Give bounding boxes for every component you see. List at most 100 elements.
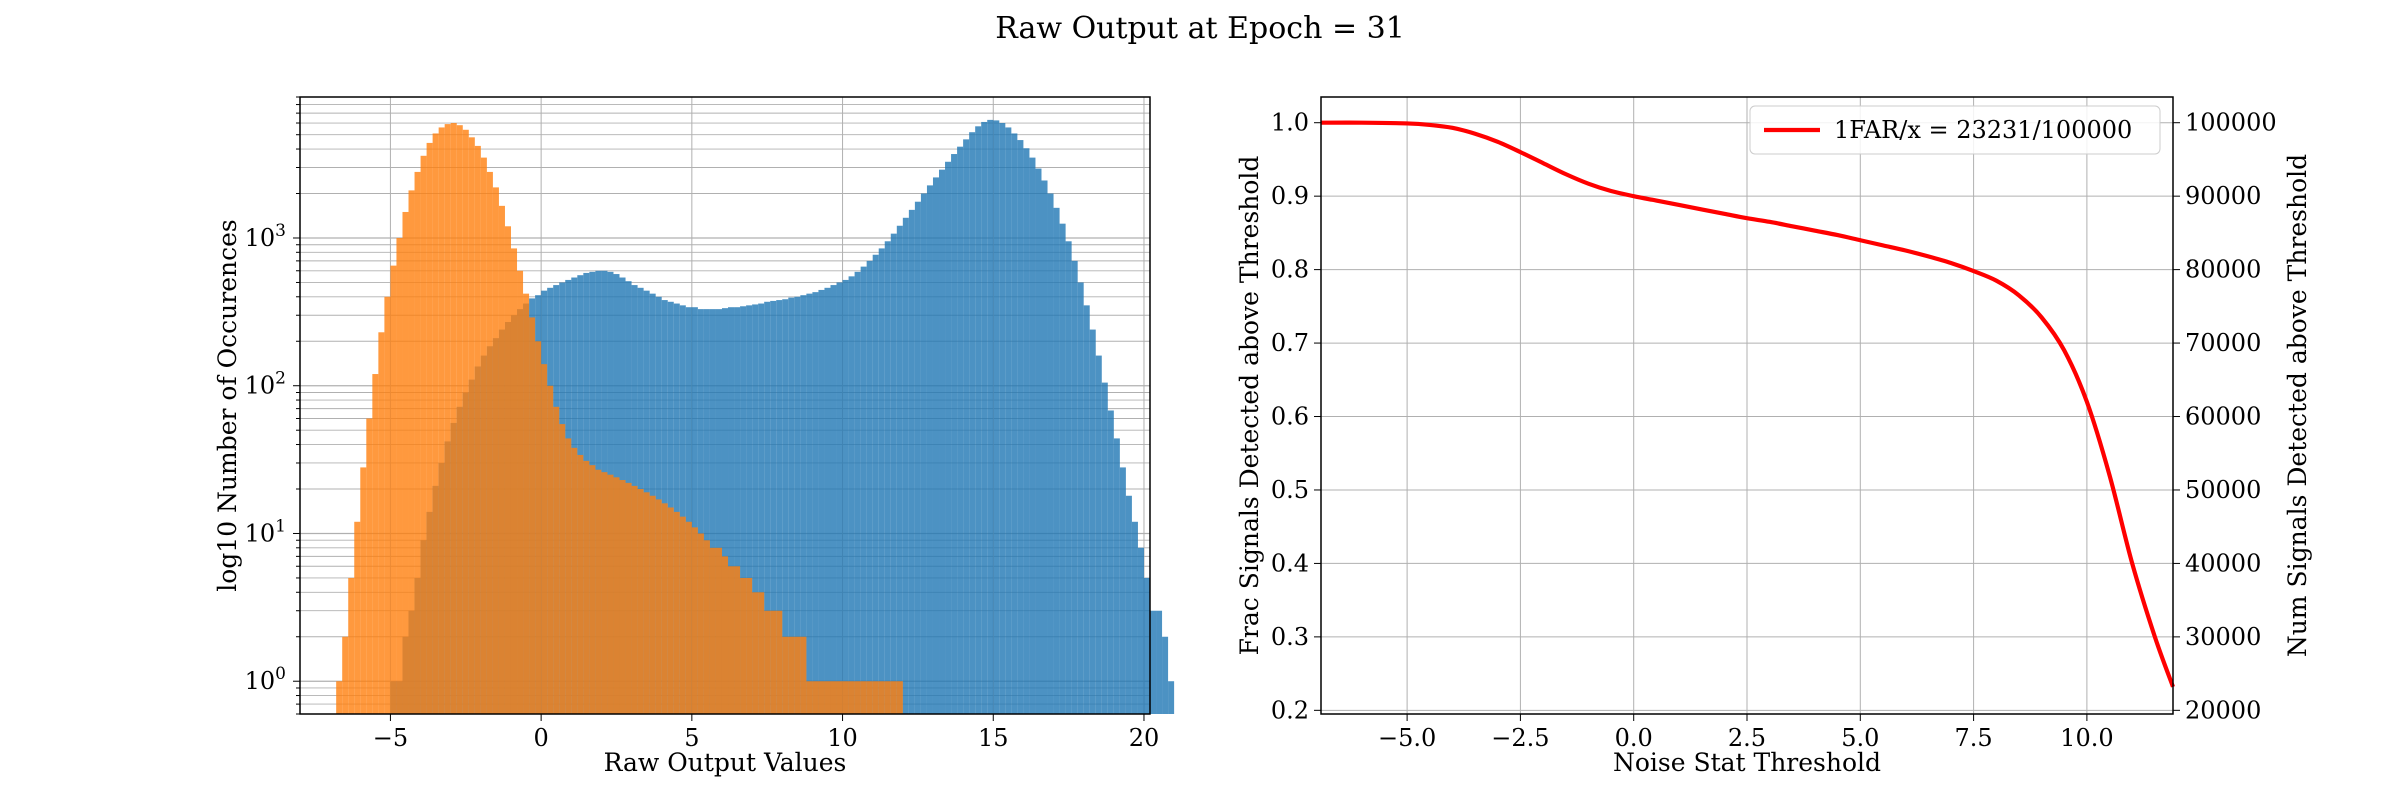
histogram-bar-blue: [1077, 282, 1084, 714]
histogram-bar-blue: [734, 307, 741, 714]
histogram-bar-blue: [981, 121, 988, 715]
legend-box: [1749, 105, 2161, 155]
histogram-bar-orange: [625, 482, 632, 714]
histogram-bar-blue: [951, 154, 958, 715]
histogram-bar-blue: [1125, 495, 1132, 714]
detection-line: [1320, 120, 2175, 688]
detection-ticks: −5.0 −2.5 0.0 2.5 5.0 7.5 10.0 0.2 0.3 0.4 0.5 0.6 0…: [1271, 109, 2277, 752]
histogram-bar-blue: [878, 248, 885, 714]
histogram-bars: [336, 119, 1175, 715]
histogram-bar-blue: [957, 146, 964, 714]
histogram-bar-orange: [896, 681, 903, 714]
histogram-bar-blue: [945, 161, 952, 714]
histogram-bar-orange: [788, 636, 795, 714]
histogram-bar-orange: [679, 516, 686, 714]
histogram-bar-blue: [1150, 610, 1157, 714]
histogram-bar-orange: [770, 610, 777, 714]
histogram-bar-blue: [1143, 577, 1150, 714]
histogram-ticks: −5 0 5 10 15 20 100 101 102 103: [245, 96, 1159, 752]
x-tick-label: 5.0: [1841, 724, 1879, 752]
y-right-tick-label: 80000: [2185, 256, 2261, 284]
histogram-bar-orange: [637, 489, 644, 714]
histogram-bar-blue: [975, 126, 982, 715]
histogram-bar-blue: [794, 296, 801, 714]
histogram-bar-blue: [709, 309, 716, 714]
histogram-bar-orange: [456, 125, 463, 715]
x-tick-label: −2.5: [1491, 724, 1549, 752]
y-tick-label: 0.3: [1271, 623, 1309, 651]
histogram-bar-orange: [752, 592, 759, 714]
histogram-bar-orange: [342, 636, 349, 714]
histogram-bar-orange: [480, 157, 487, 714]
histogram-bar-blue: [697, 309, 704, 714]
histogram-bar-blue: [1089, 329, 1096, 714]
histogram-bar-blue: [860, 266, 867, 714]
figure-title: Raw Output at Epoch = 31: [995, 11, 1405, 46]
histogram-bar-blue: [818, 289, 825, 714]
histogram-bar-orange: [595, 469, 602, 714]
histogram-bar-orange: [866, 681, 873, 714]
y-tick-label: 103: [245, 221, 286, 252]
histogram-bar-orange: [432, 133, 439, 714]
histogram-bar-orange: [426, 142, 433, 714]
y-tick-label: 100: [245, 664, 286, 695]
histogram-bar-orange: [703, 540, 710, 714]
x-tick-label: −5.0: [1378, 724, 1436, 752]
histogram-bar-orange: [420, 155, 427, 715]
histogram-bar-orange: [390, 265, 397, 714]
y-tick-label: 0.2: [1271, 696, 1309, 724]
histogram-bar-orange: [607, 474, 614, 714]
histogram-bar-orange: [462, 129, 469, 714]
histogram-bar-blue: [932, 177, 940, 714]
histogram-bar-orange: [547, 385, 554, 714]
histogram-bar-orange: [444, 124, 451, 715]
histogram-bar-orange: [800, 636, 807, 714]
histogram-bar-orange: [336, 681, 343, 714]
histogram-ylabel: log10 Number of Occurences: [213, 219, 242, 592]
histogram-bar-blue: [993, 120, 1000, 714]
histogram-bar-orange: [438, 127, 445, 715]
y-tick-label: 0.8: [1271, 256, 1309, 284]
histogram-bar-blue: [999, 123, 1006, 715]
histogram-bar-orange: [649, 495, 656, 714]
histogram-bar-orange: [740, 577, 747, 714]
histogram-bar-blue: [1023, 148, 1030, 715]
histogram-bar-blue: [746, 305, 753, 714]
x-tick-label: 5: [684, 724, 699, 752]
histogram-bar-blue: [1017, 140, 1024, 714]
histogram-bar-blue: [920, 193, 927, 715]
y-right-tick-label: 20000: [2185, 696, 2261, 724]
y-right-tick-label: 100000: [2185, 109, 2277, 137]
histogram-bar-orange: [450, 123, 457, 715]
histogram-bar-blue: [788, 297, 795, 714]
histogram-bar-orange: [577, 454, 584, 714]
histogram-bar-blue: [1059, 223, 1066, 714]
histogram-bar-orange: [890, 681, 897, 714]
histogram-bar-orange: [854, 681, 861, 714]
histogram-bar-blue: [1071, 260, 1078, 714]
histogram-bar-orange: [667, 507, 674, 714]
histogram-bar-blue: [890, 233, 897, 714]
detection-xlabel: Noise Stat Threshold: [1613, 748, 1881, 777]
histogram-bar-blue: [872, 254, 879, 714]
histogram-bar-blue: [1137, 547, 1144, 714]
histogram-bar-orange: [474, 145, 481, 715]
histogram-bar-orange: [782, 636, 789, 714]
histogram-bar-blue: [703, 309, 710, 714]
histogram-bar-orange: [354, 521, 361, 714]
y-tick-label: 1.0: [1271, 109, 1309, 137]
histogram-bar-orange: [691, 527, 698, 714]
histogram-bar-blue: [1005, 127, 1012, 715]
histogram-bar-orange: [384, 296, 391, 714]
histogram-bar-blue: [1168, 681, 1175, 714]
histogram-bar-orange: [492, 187, 499, 715]
histogram-bar-blue: [884, 241, 891, 714]
detection-grid: [1321, 97, 2173, 714]
x-tick-label: 0.0: [1615, 724, 1653, 752]
histogram-bar-orange: [402, 211, 409, 715]
y-right-tick-label: 40000: [2185, 549, 2261, 577]
histogram-bar-orange: [721, 556, 729, 714]
histogram-bar-blue: [770, 300, 777, 714]
x-tick-label: 10.0: [2060, 724, 2113, 752]
